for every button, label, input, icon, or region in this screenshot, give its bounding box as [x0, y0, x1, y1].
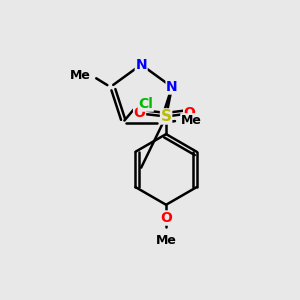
Text: N: N [166, 80, 178, 94]
Text: S: S [160, 109, 172, 124]
Text: Me: Me [156, 234, 176, 247]
Text: Cl: Cl [138, 97, 153, 111]
Text: Me: Me [181, 114, 202, 127]
Text: O: O [184, 106, 196, 121]
Text: Me: Me [70, 69, 91, 82]
Text: O: O [134, 106, 146, 121]
Text: N: N [135, 58, 147, 72]
Text: O: O [160, 211, 172, 225]
